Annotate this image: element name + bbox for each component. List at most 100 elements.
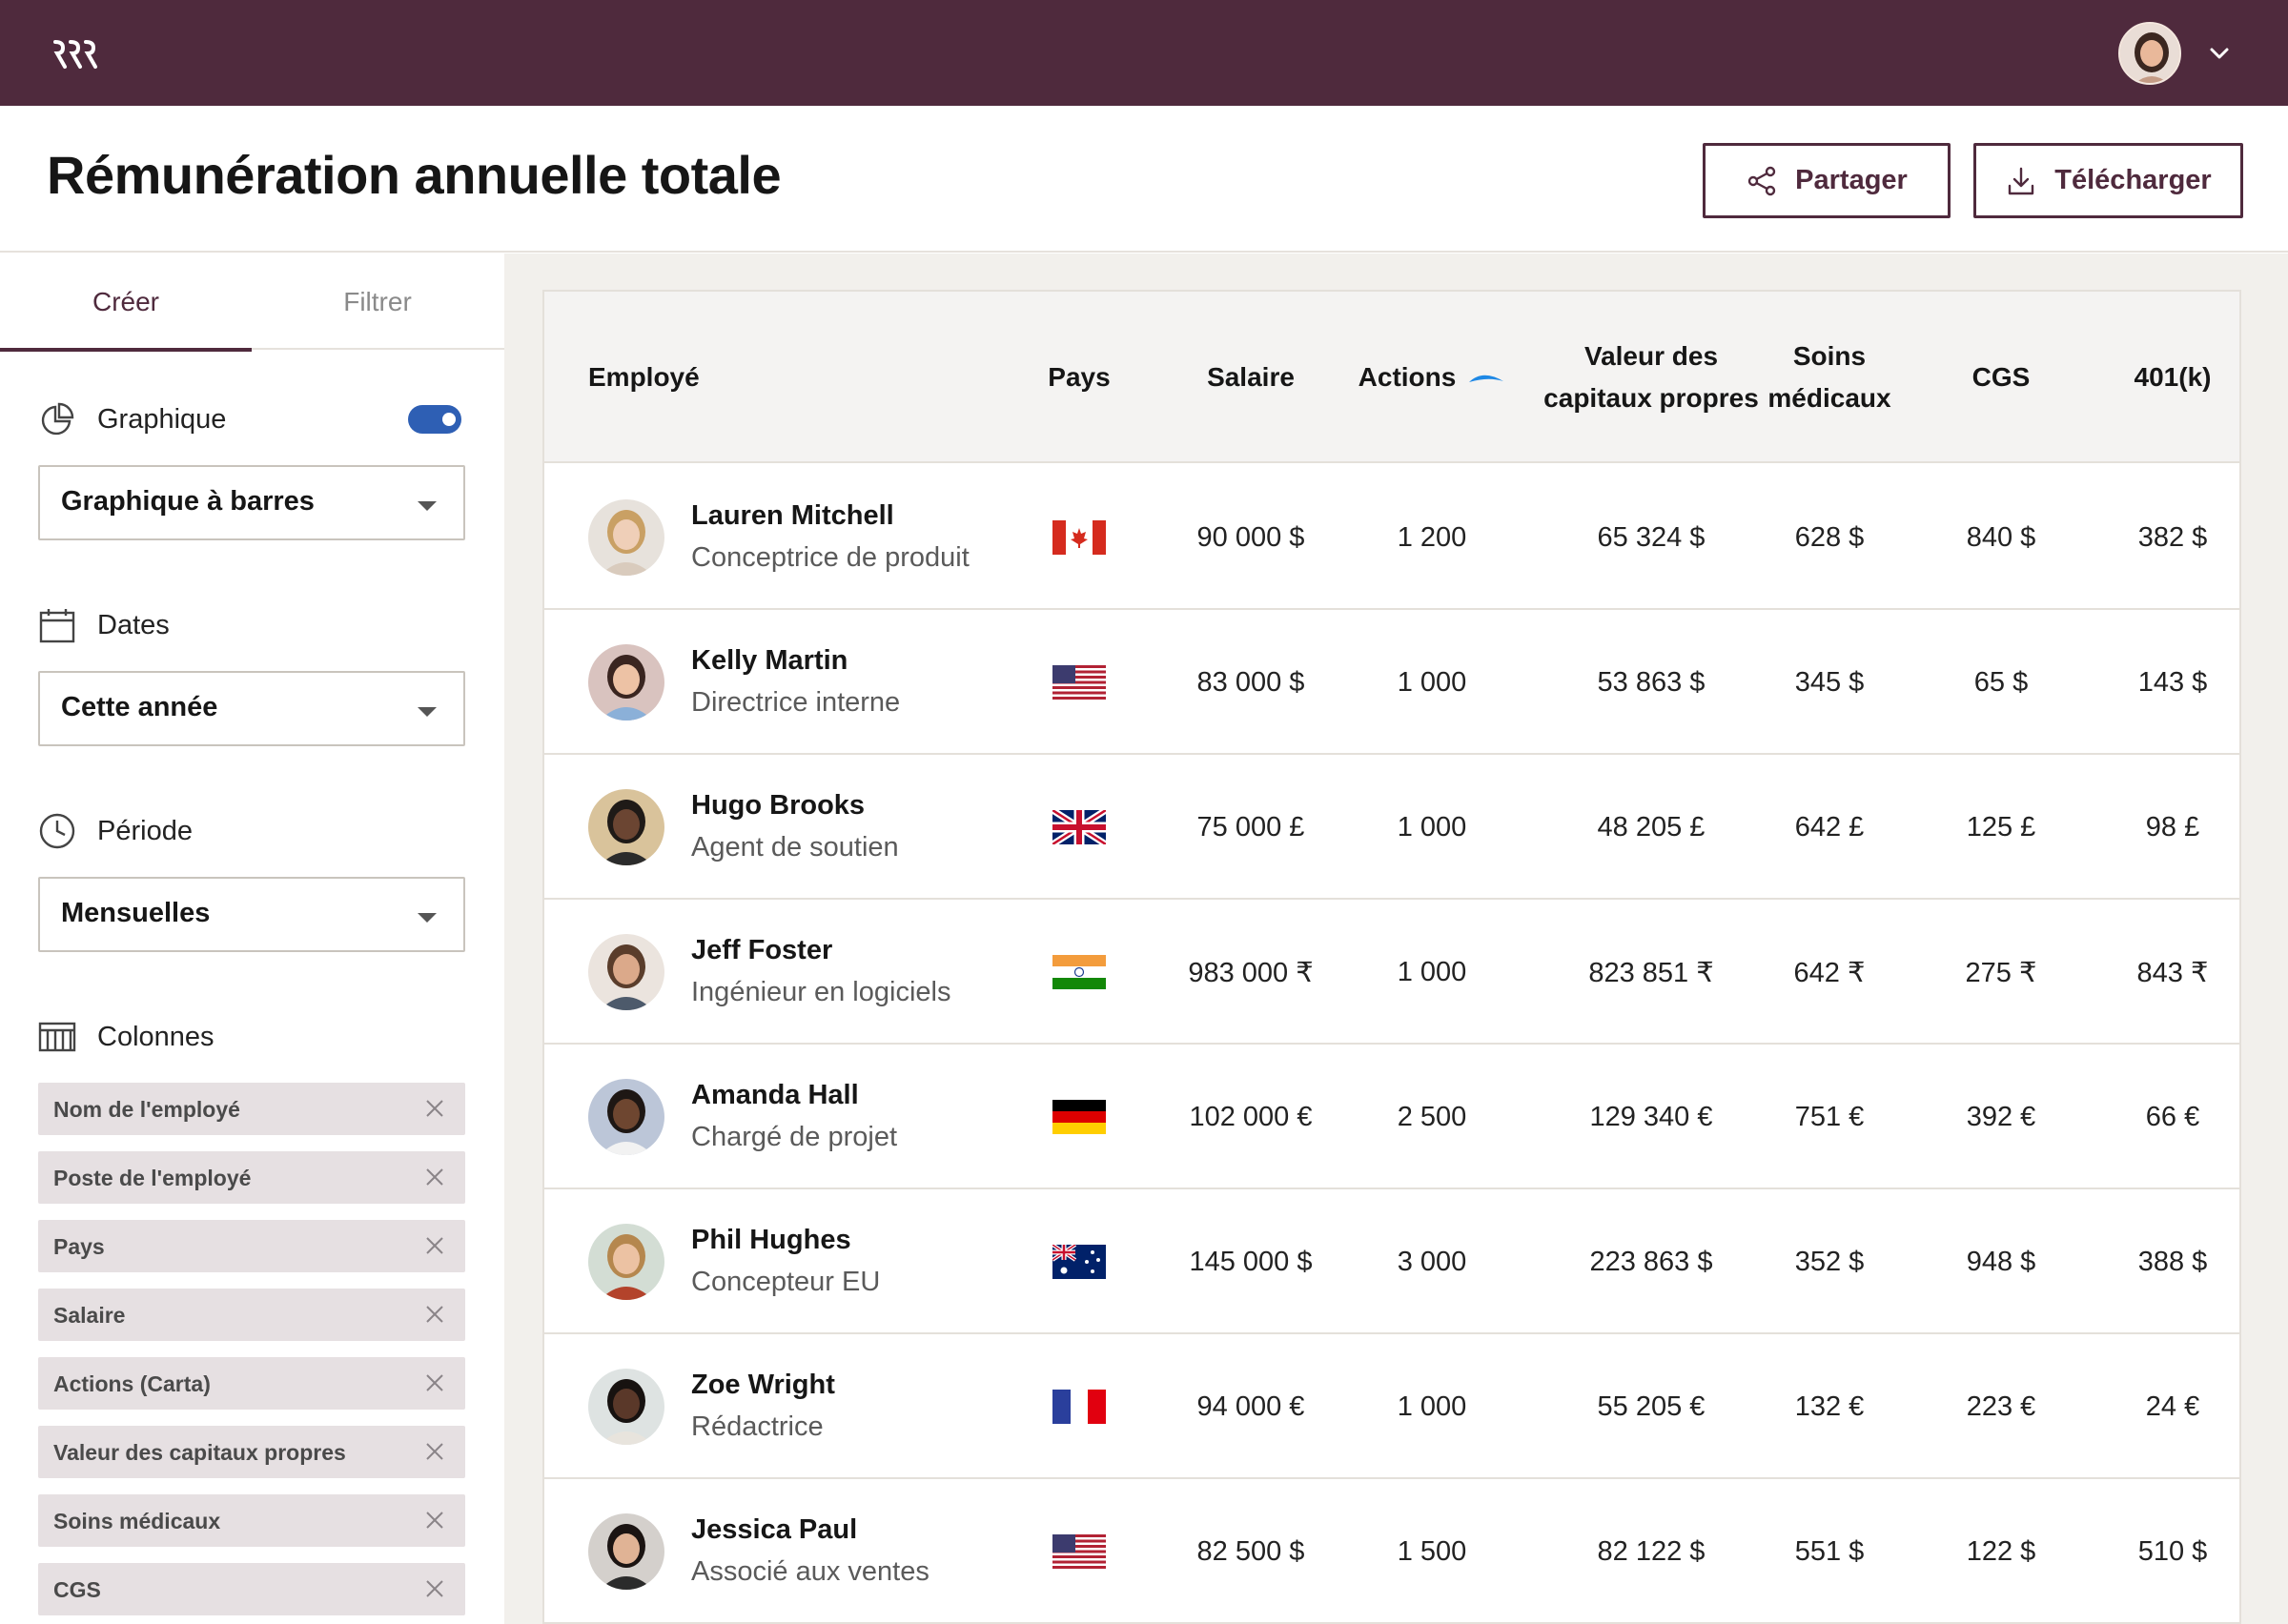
chevron-down-icon[interactable]	[2207, 42, 2232, 65]
header-country[interactable]: Pays	[1048, 362, 1111, 392]
medical-cell: 352 $	[1794, 1246, 1865, 1277]
salary-cell: 75 000 £	[1196, 811, 1305, 842]
k401-cell: 510 $	[2137, 1535, 2208, 1567]
columns-label: Colonnes	[97, 1021, 214, 1052]
employee-avatar	[588, 1079, 664, 1155]
company-logo-icon[interactable]	[51, 36, 101, 71]
header-cgs[interactable]: CGS	[1971, 362, 2031, 392]
employee-role: Directrice interne	[691, 687, 901, 718]
period-value: Mensuelles	[61, 898, 211, 928]
period-label: Période	[97, 815, 193, 846]
user-avatar[interactable]	[2118, 22, 2181, 85]
chart-type-select[interactable]: Graphique à barres	[38, 465, 465, 540]
table-row[interactable]: Jessica Paul Associé aux ventes 82 500 $ 1 …	[544, 1479, 2239, 1624]
clock-icon	[39, 813, 75, 849]
equity-cell: 129 340 €	[1589, 1101, 1713, 1132]
usa-flag-icon	[1052, 665, 1106, 700]
column-chip-label: Soins médicaux	[53, 1509, 221, 1533]
table-row[interactable]: Hugo Brooks Agent de soutien 75 000 £ 1 000…	[544, 755, 2239, 900]
close-icon[interactable]	[423, 1234, 446, 1257]
header-equity[interactable]: Valeur des capitaux propres	[1543, 341, 1759, 413]
header-salary[interactable]: Salaire	[1207, 362, 1295, 392]
page-header: Rémunération annuelle totale Partager Té…	[0, 106, 2288, 253]
header-medical[interactable]: Soins médicaux	[1767, 341, 1891, 413]
download-button[interactable]: Télécharger	[1973, 143, 2243, 218]
medical-cell: 751 €	[1794, 1101, 1865, 1132]
employee-name[interactable]: Hugo Brooks	[691, 790, 866, 821]
chart-toggle[interactable]	[408, 405, 461, 434]
cgs-cell: 125 £	[1966, 811, 2036, 842]
close-icon[interactable]	[423, 1097, 446, 1120]
close-icon[interactable]	[423, 1303, 446, 1326]
employee-name[interactable]: Lauren Mitchell	[691, 500, 894, 531]
india-flag-icon	[1052, 955, 1106, 989]
canada-flag-icon	[1052, 520, 1106, 555]
k401-cell: 843 ₹	[2136, 957, 2209, 988]
employee-name[interactable]: Zoe Wright	[691, 1370, 835, 1400]
chart-label: Graphique	[97, 403, 227, 435]
close-icon[interactable]	[423, 1440, 446, 1463]
sort-ascending-icon[interactable]	[1467, 370, 1505, 385]
employee-avatar	[588, 934, 664, 1010]
k401-cell: 382 $	[2137, 521, 2208, 553]
table-row[interactable]: Lauren Mitchell Conceptrice de produit 90 …	[544, 465, 2239, 610]
download-label: Télécharger	[2054, 165, 2212, 195]
employee-name[interactable]: Amanda Hall	[691, 1080, 859, 1110]
column-chip-label: Poste de l'employé	[53, 1166, 252, 1190]
tab-filter[interactable]: Filtrer	[343, 286, 412, 316]
caret-down-icon	[418, 501, 437, 511]
actions-cell: 2 500	[1397, 1101, 1467, 1132]
employee-role: Agent de soutien	[691, 832, 899, 863]
equity-cell: 82 122 $	[1597, 1535, 1706, 1567]
chart-section-label: Graphique	[38, 400, 226, 438]
close-icon[interactable]	[423, 1371, 446, 1394]
table-row[interactable]: Kelly Martin Directrice interne 83 000 $ 1 …	[544, 610, 2239, 755]
employee-name[interactable]: Jessica Paul	[691, 1514, 858, 1545]
table-row[interactable]: Amanda Hall Chargé de projet 102 000 € 2 50…	[544, 1045, 2239, 1189]
tab-create[interactable]: Créer	[0, 254, 252, 352]
employee-role: Ingénieur en logiciels	[691, 977, 951, 1007]
uk-flag-icon	[1052, 810, 1106, 844]
column-chip-label: Nom de l'employé	[53, 1097, 240, 1122]
medical-cell: 551 $	[1794, 1535, 1865, 1567]
medical-cell: 132 €	[1794, 1391, 1865, 1422]
column-chip-label: Pays	[53, 1234, 105, 1259]
equity-cell: 223 863 $	[1589, 1246, 1713, 1277]
caret-down-icon	[418, 913, 437, 923]
close-icon[interactable]	[423, 1166, 446, 1188]
equity-cell: 55 205 €	[1597, 1391, 1706, 1422]
australia-flag-icon	[1052, 1245, 1106, 1279]
medical-cell: 345 $	[1794, 666, 1865, 698]
header-employee[interactable]: Employé	[588, 362, 700, 392]
period-section-label: Période	[38, 812, 193, 850]
table-row[interactable]: Jeff Foster Ingénieur en logiciels 983 000…	[544, 900, 2239, 1045]
table-header: Employé Pays Salaire Actions Valeur des …	[544, 292, 2239, 463]
column-chip: Valeur des capitaux propres	[38, 1426, 465, 1478]
salary-cell: 145 000 $	[1189, 1246, 1313, 1277]
actions-cell: 1 000	[1397, 1391, 1467, 1422]
table-row[interactable]: Phil Hughes Concepteur EU 145 000 $ 3 000 22…	[544, 1189, 2239, 1334]
employee-name[interactable]: Phil Hughes	[691, 1225, 851, 1255]
employee-role: Rédactrice	[691, 1411, 824, 1442]
employee-role: Associé aux ventes	[691, 1556, 930, 1587]
employee-name[interactable]: Jeff Foster	[691, 935, 833, 965]
table-row[interactable]: Zoe Wright Rédactrice 94 000 € 1 000 55 205 …	[544, 1334, 2239, 1479]
actions-cell: 1 500	[1397, 1535, 1467, 1567]
columns-section-label: Colonnes	[38, 1018, 214, 1056]
column-chip-label: CGS	[53, 1577, 101, 1602]
medical-cell: 628 $	[1794, 521, 1865, 553]
column-chip: CGS	[38, 1563, 465, 1615]
share-button[interactable]: Partager	[1703, 143, 1951, 218]
period-select[interactable]: Mensuelles	[38, 877, 465, 952]
dates-select[interactable]: Cette année	[38, 671, 465, 746]
close-icon[interactable]	[423, 1509, 446, 1532]
column-chip-label: Actions (Carta)	[53, 1371, 211, 1396]
employee-avatar	[588, 789, 664, 865]
employee-name[interactable]: Kelly Martin	[691, 645, 848, 676]
calendar-icon	[39, 609, 75, 643]
header-401k[interactable]: 401(k)	[2134, 362, 2212, 392]
header-actions-label: Actions	[1358, 362, 1457, 392]
header-actions[interactable]: Actions	[1337, 292, 1527, 463]
close-icon[interactable]	[423, 1577, 446, 1600]
employee-avatar	[588, 1369, 664, 1445]
